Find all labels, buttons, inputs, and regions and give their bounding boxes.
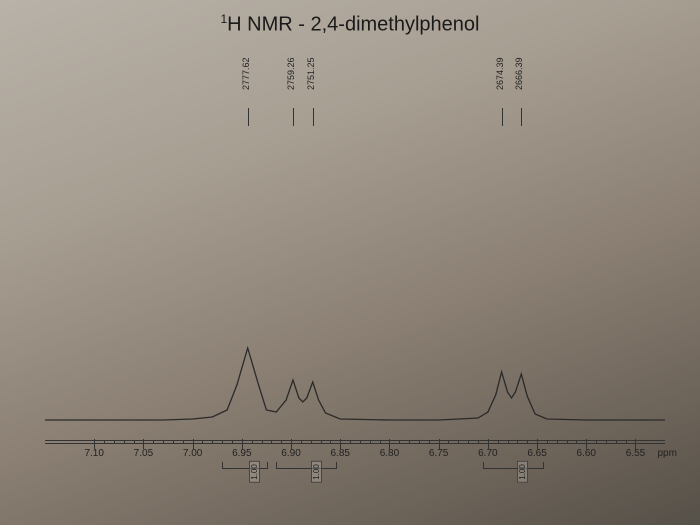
axis-tick-label: 6.60 xyxy=(577,448,596,459)
peak-tick xyxy=(293,108,294,126)
axis-minor-tick xyxy=(626,440,627,444)
axis-tick-label: 6.65 xyxy=(527,448,546,459)
integral-value: 1.00 xyxy=(249,461,260,483)
axis-minor-tick xyxy=(183,440,184,444)
axis-minor-tick xyxy=(498,440,499,444)
axis-minor-tick xyxy=(567,440,568,444)
axis-minor-tick xyxy=(134,440,135,444)
axis-minor-tick xyxy=(114,440,115,444)
axis-minor-tick xyxy=(321,440,322,444)
peak-hz-label: 2674.39 xyxy=(495,57,505,90)
peak-tick xyxy=(521,108,522,126)
axis-minor-tick xyxy=(271,440,272,444)
axis-minor-tick xyxy=(262,440,263,444)
axis-minor-tick xyxy=(311,440,312,444)
integral-value: 1.00 xyxy=(311,461,322,483)
axis-minor-tick xyxy=(124,440,125,444)
axis-minor-tick xyxy=(301,440,302,444)
axis-minor-tick xyxy=(557,440,558,444)
axis-minor-tick xyxy=(212,440,213,444)
axis-minor-tick xyxy=(252,440,253,444)
axis-minor-tick xyxy=(380,440,381,444)
axis-unit: ppm xyxy=(657,448,676,459)
axis-minor-tick xyxy=(222,440,223,444)
axis-minor-tick xyxy=(281,440,282,444)
axis-minor-tick xyxy=(330,440,331,444)
axis-tick-label: 6.55 xyxy=(626,448,645,459)
axis-tick-label: 6.95 xyxy=(232,448,251,459)
axis-minor-tick xyxy=(429,440,430,444)
axis-tick-label: 7.05 xyxy=(134,448,153,459)
peak-hz-label: 2777.62 xyxy=(241,57,251,90)
axis-minor-tick xyxy=(508,440,509,444)
axis-minor-tick xyxy=(232,440,233,444)
axis-minor-tick xyxy=(173,440,174,444)
peak-hz-label: 2666.39 xyxy=(514,57,524,90)
axis-minor-tick xyxy=(458,440,459,444)
axis-rule xyxy=(45,440,665,441)
axis-tick-label: 6.90 xyxy=(281,448,300,459)
chart-title: 1H NMR - 2,4-dimethylphenol xyxy=(0,12,700,37)
peak-hz-label: 2751.25 xyxy=(306,57,316,90)
axis-tick-label: 6.75 xyxy=(429,448,448,459)
axis-minor-tick xyxy=(478,440,479,444)
axis-minor-tick xyxy=(517,440,518,444)
axis-tick-label: 7.10 xyxy=(84,448,103,459)
axis-minor-tick xyxy=(350,440,351,444)
axis-minor-tick xyxy=(576,440,577,444)
axis-minor-tick xyxy=(399,440,400,444)
axis-minor-tick xyxy=(448,440,449,444)
integral-value: 1.00 xyxy=(517,461,528,483)
peak-tick xyxy=(502,108,503,126)
title-main: H NMR - 2,4-dimethylphenol xyxy=(227,14,479,36)
axis-minor-tick xyxy=(547,440,548,444)
axis-minor-tick xyxy=(360,440,361,444)
axis-tick-label: 6.70 xyxy=(478,448,497,459)
peak-tick xyxy=(313,108,314,126)
axis-minor-tick xyxy=(370,440,371,444)
integral-bracket xyxy=(222,462,268,469)
peak-hz-label: 2759.26 xyxy=(286,57,296,90)
axis-minor-tick xyxy=(104,440,105,444)
axis-minor-tick xyxy=(596,440,597,444)
axis-minor-tick xyxy=(616,440,617,444)
axis-minor-tick xyxy=(202,440,203,444)
axis-minor-tick xyxy=(409,440,410,444)
axis-tick-label: 6.80 xyxy=(380,448,399,459)
axis-rule xyxy=(45,443,665,444)
axis-minor-tick xyxy=(468,440,469,444)
axis-minor-tick xyxy=(606,440,607,444)
axis-minor-tick xyxy=(153,440,154,444)
axis-minor-tick xyxy=(163,440,164,444)
axis-minor-tick xyxy=(419,440,420,444)
peak-tick xyxy=(248,108,249,126)
spectrum-line xyxy=(45,50,665,480)
axis-minor-tick xyxy=(527,440,528,444)
axis-tick-label: 6.85 xyxy=(331,448,350,459)
integral-bracket xyxy=(276,462,337,469)
nmr-plot: 2777.62 2759.26 2751.25 2674.39 2666.39 7.10 7… xyxy=(45,50,665,480)
integral-bracket xyxy=(483,462,544,469)
axis-tick-label: 7.00 xyxy=(183,448,202,459)
